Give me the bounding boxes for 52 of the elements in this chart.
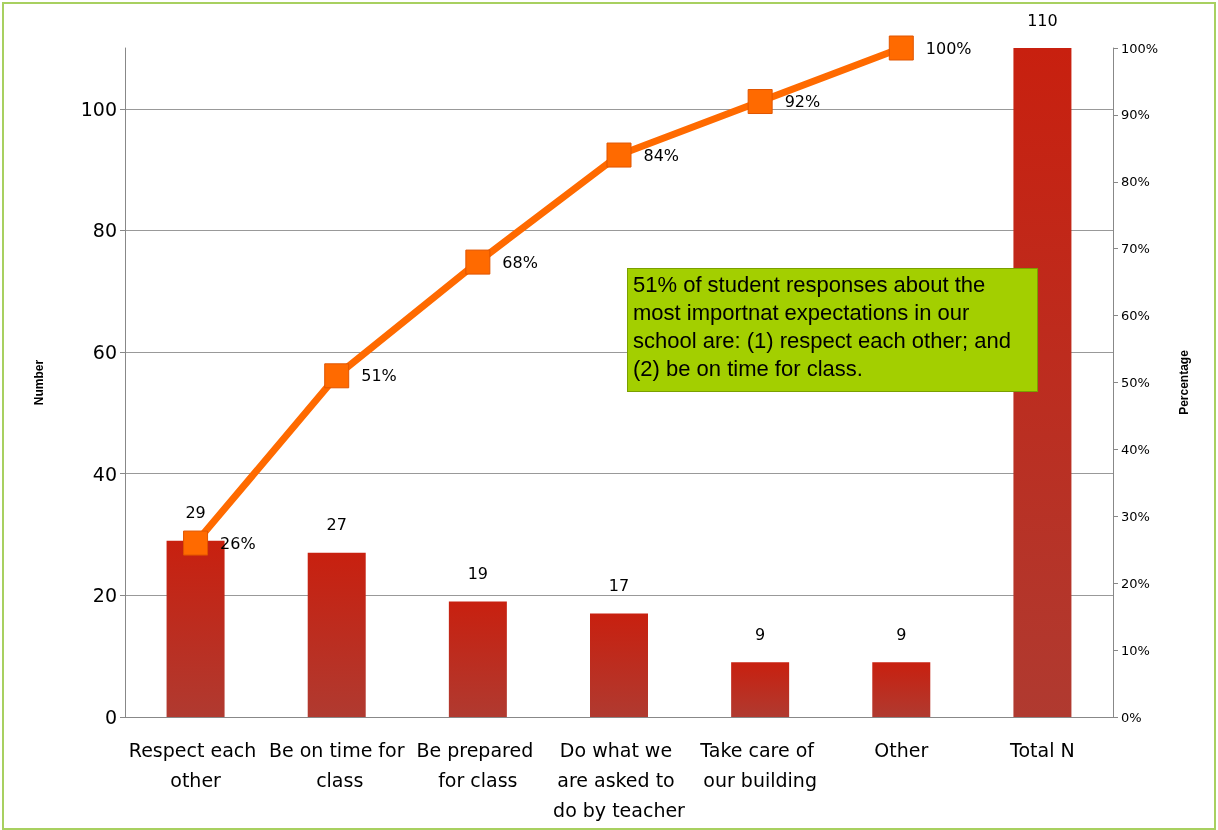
y2-tick-label: 30%: [1121, 508, 1150, 524]
x-tick-label: Be prepared for class: [416, 739, 540, 791]
data-label: 29: [185, 503, 206, 523]
y-tick-label: 100: [80, 97, 117, 120]
point: [183, 530, 209, 556]
y2-tick-label: 50%: [1121, 375, 1150, 390]
x-tick-label: Other: [874, 739, 929, 761]
bar: [872, 662, 931, 717]
point: [888, 35, 914, 61]
y2-tick-label: 20%: [1121, 575, 1150, 591]
y-tick-label: 40: [92, 462, 117, 485]
data-label: 26%: [220, 533, 256, 553]
x-tick-label: Take care of our building: [699, 739, 821, 791]
y2-tick-label: 0%: [1121, 709, 1142, 725]
data-label: 51%: [361, 366, 397, 386]
data-label: 9: [896, 624, 907, 644]
data-label: 17: [608, 576, 630, 596]
data-label: 110: [1027, 10, 1058, 30]
y-tick-label: 60: [92, 341, 117, 364]
y2-tick-label: 70%: [1121, 241, 1150, 257]
text-box: 51% of student responses about the most importnat expectations in our school are: (1) respect each other; and (2) be on time for class.: [627, 268, 1038, 392]
y-tick-label: 20: [92, 584, 117, 607]
point: [747, 89, 773, 115]
point: [465, 249, 491, 275]
bar: [307, 552, 366, 717]
x-tick-label: Total N: [1009, 739, 1075, 761]
bar: [590, 613, 648, 717]
y-tick-label: 80: [92, 219, 117, 242]
y2-tick-label: 90%: [1121, 107, 1150, 123]
bar: [448, 601, 507, 717]
data-label: 100%: [925, 38, 972, 58]
data-label: 9: [755, 624, 766, 644]
data-label: 92%: [784, 92, 821, 112]
x-tick-label: Be on time for class: [268, 739, 405, 791]
data-label: 84%: [643, 145, 680, 165]
data-label: 68%: [502, 252, 538, 272]
y2-tick-label: 10%: [1121, 642, 1150, 658]
bar: [1013, 48, 1072, 717]
y2-tick-label: 80%: [1121, 174, 1150, 190]
point: [324, 363, 350, 389]
y2-tick-label: 100%: [1121, 40, 1159, 56]
bar: [731, 662, 790, 717]
y2-tick-label: 60%: [1121, 308, 1150, 324]
x-tick-label: Respect each other: [128, 739, 263, 791]
x-tick-label: Do what we are asked to do by teacher: [553, 739, 686, 821]
data-label: 27: [326, 515, 347, 535]
y-axis-title: Number: [32, 359, 46, 406]
y2-tick-label: 40%: [1121, 441, 1150, 457]
y-tick-label: 0: [104, 706, 117, 728]
data-label: 19: [467, 563, 489, 583]
y2-axis-title: Percentage: [1177, 349, 1191, 415]
point: [606, 142, 632, 168]
